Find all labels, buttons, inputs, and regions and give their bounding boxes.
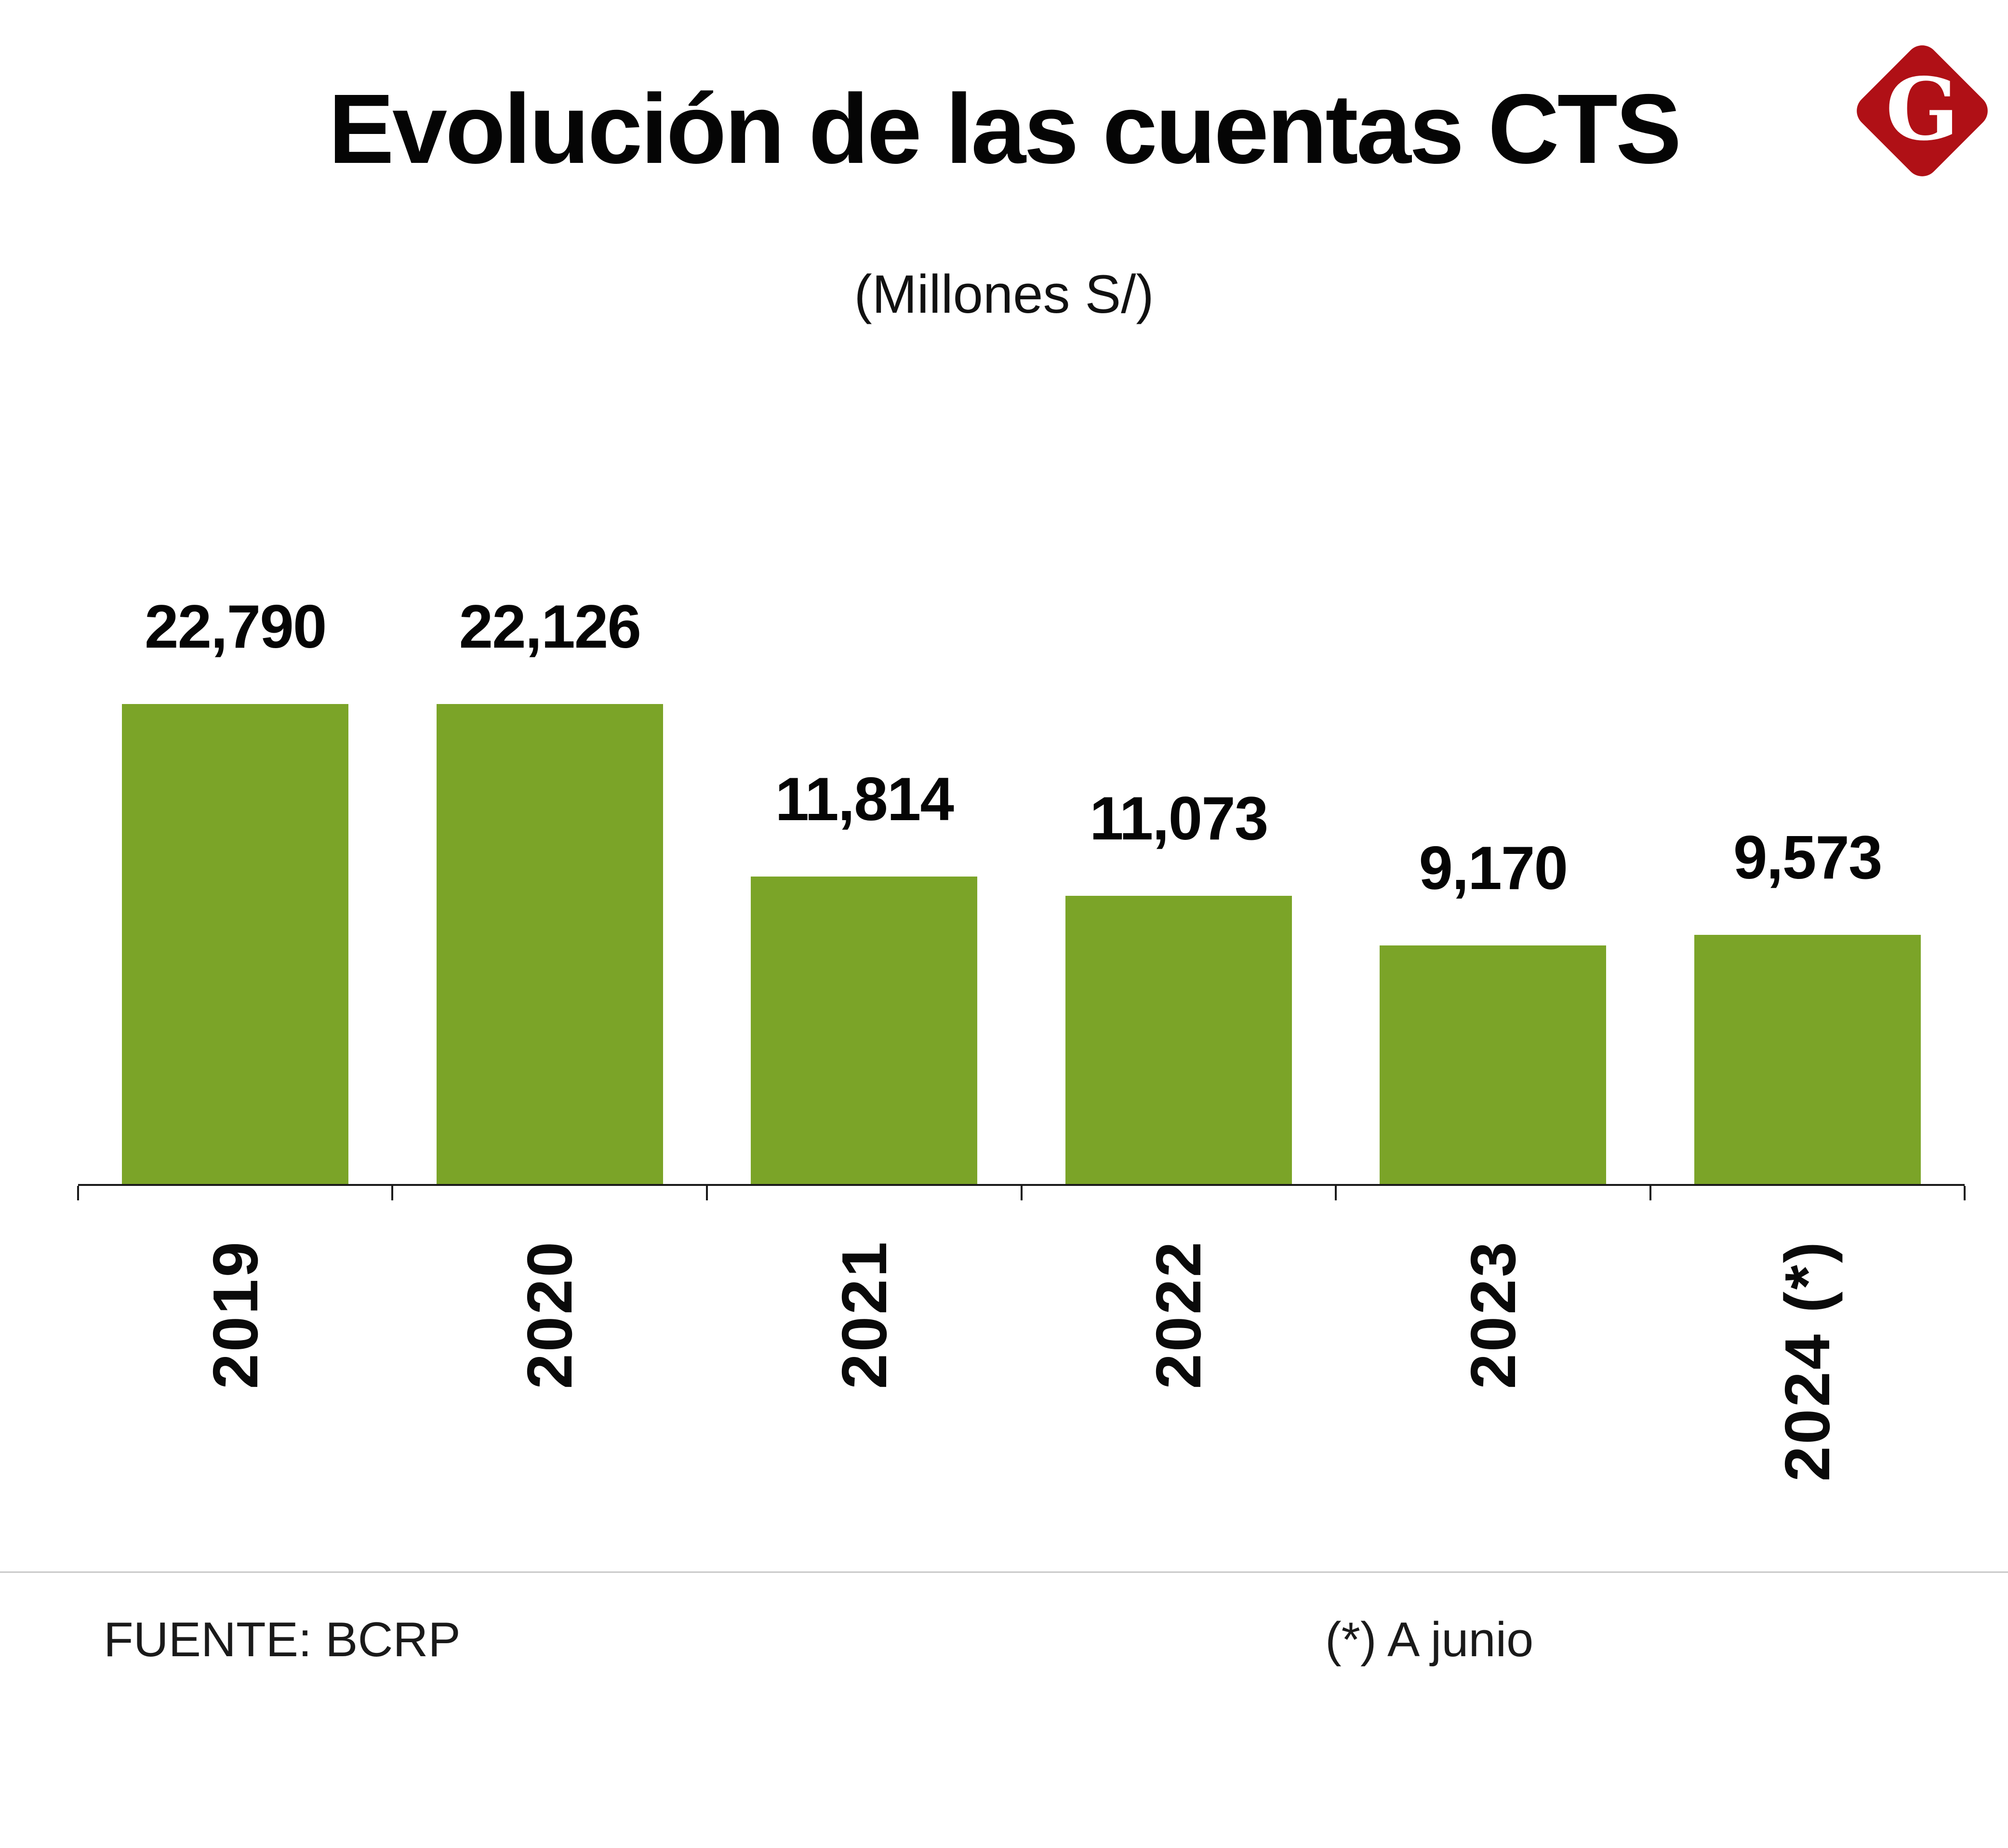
x-axis-label-cell: 2021 xyxy=(707,1240,1022,1543)
bars-area: 22,790 22,126 11,814 11,073 9,170 9,573 xyxy=(78,591,1965,1184)
source-label: FUENTE: BCRP xyxy=(104,1612,461,1667)
bar-value-label: 22,790 xyxy=(145,592,327,661)
bar-2019 xyxy=(122,704,349,1184)
x-axis-label: 2019 xyxy=(199,1239,271,1389)
x-axis-label-cell: 2020 xyxy=(393,1240,707,1543)
bar-column: 9,170 xyxy=(1336,591,1650,1184)
x-axis xyxy=(77,1183,1966,1200)
footnote-label: (*) A junio xyxy=(1325,1612,1534,1667)
axis-tick xyxy=(1964,1185,1966,1200)
footer-divider xyxy=(0,1571,2008,1573)
header: Evolución de las cuentas CTS G xyxy=(0,0,2008,186)
bar-2022 xyxy=(1065,895,1292,1184)
x-axis-label: 2024 (*) xyxy=(1772,1239,1843,1482)
axis-tick xyxy=(391,1185,394,1200)
axis-tick xyxy=(1649,1185,1651,1200)
footer: FUENTE: BCRP (*) A junio xyxy=(0,1573,2008,1717)
logo-letter: G xyxy=(1885,58,1959,160)
x-axis-label-cell: 2019 xyxy=(78,1240,393,1543)
x-axis-label-cell: 2023 xyxy=(1336,1240,1650,1543)
x-axis-label-cell: 2024 (*) xyxy=(1650,1240,1965,1543)
x-axis-label: 2020 xyxy=(514,1239,585,1389)
chart-title: Evolución de las cuentas CTS xyxy=(328,74,1681,184)
bar-2024 xyxy=(1694,934,1921,1184)
x-axis-label-cell: 2022 xyxy=(1022,1240,1336,1543)
bar-column: 22,790 xyxy=(78,591,393,1184)
bar-2020 xyxy=(436,704,663,1184)
bar-value-label: 22,126 xyxy=(459,592,641,661)
bar-2023 xyxy=(1380,945,1607,1184)
bar-column: 22,126 xyxy=(393,591,707,1184)
axis-tick xyxy=(1020,1185,1023,1200)
bar-column: 11,814 xyxy=(707,591,1022,1184)
axis-tick xyxy=(77,1185,79,1200)
bar-column: 9,573 xyxy=(1650,591,1965,1184)
x-axis-label: 2023 xyxy=(1457,1239,1529,1389)
bar-value-label: 11,073 xyxy=(1090,784,1268,852)
x-axis-label: 2022 xyxy=(1143,1239,1214,1389)
x-axis-labels: 2019 2020 2021 2022 2023 2024 (*) xyxy=(78,1240,1965,1543)
bar-column: 11,073 xyxy=(1022,591,1336,1184)
bar-value-label: 9,170 xyxy=(1419,833,1568,902)
bar-chart: 22,790 22,126 11,814 11,073 9,170 9,573 2019 2… xyxy=(77,591,1966,1543)
axis-tick xyxy=(1334,1185,1337,1200)
gestion-logo: G xyxy=(1850,39,1995,183)
bar-2021 xyxy=(751,876,978,1184)
x-axis-label: 2021 xyxy=(828,1239,900,1389)
axis-tick xyxy=(705,1185,708,1200)
chart-subtitle: (Millones S/) xyxy=(854,264,1154,324)
bar-value-label: 11,814 xyxy=(775,764,954,833)
bar-value-label: 9,573 xyxy=(1733,823,1883,891)
